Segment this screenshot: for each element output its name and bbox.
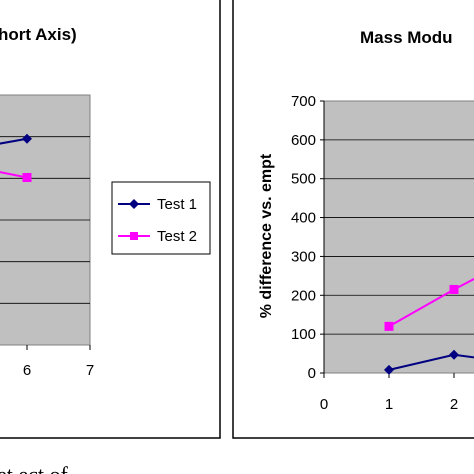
right-series-point-1 (384, 364, 394, 375)
legend-label-test2: Test 2 (157, 228, 197, 245)
right-x-tick-label: 0 (320, 396, 328, 413)
left-series-point-2 (22, 173, 32, 182)
right-y-tick-label: 700 (291, 93, 316, 110)
right-series (384, 277, 474, 375)
right-x-tick-label: 2 (450, 396, 458, 413)
right-plot-area (323, 100, 474, 374)
right-y-tick-label: 0 (308, 365, 316, 382)
right-y-tick-label: 100 (291, 326, 316, 343)
caption-text: et ect of (0, 462, 69, 474)
right-y-axis: 0 100 200 300 400 500 600 700 (291, 93, 325, 382)
left-x-tick-label: 7 (86, 362, 94, 379)
left-gridlines (0, 136, 90, 304)
right-y-tick-label: 500 (291, 171, 316, 188)
legend-marker-test2 (130, 232, 138, 240)
right-y-tick-label: 600 (291, 132, 316, 149)
legend-marker-test1 (129, 199, 139, 209)
left-series (0, 133, 32, 182)
right-series-point-1 (449, 349, 459, 360)
left-series-point-1 (22, 133, 32, 144)
left-series-line-2 (0, 171, 28, 179)
right-y-tick-label: 400 (291, 210, 316, 227)
right-y-tick-label: 200 (291, 287, 316, 304)
left-series-line-1 (0, 137, 28, 145)
right-chart-title: Mass Modu (360, 28, 453, 47)
legend-label-test1: Test 1 (157, 196, 197, 213)
left-chart-title: hort Axis) (0, 25, 77, 44)
right-y-axis-label: % difference vs. empt (258, 153, 275, 318)
right-series-point-2 (449, 284, 459, 294)
right-series-point-2 (384, 321, 394, 331)
left-x-tick-label: 6 (23, 362, 31, 379)
right-x-tick-label: 1 (385, 396, 393, 413)
right-y-tick-label: 300 (291, 248, 316, 265)
legend: Test 1 Test 2 (111, 181, 211, 255)
legend-box (111, 181, 211, 255)
right-gridlines (324, 139, 474, 335)
